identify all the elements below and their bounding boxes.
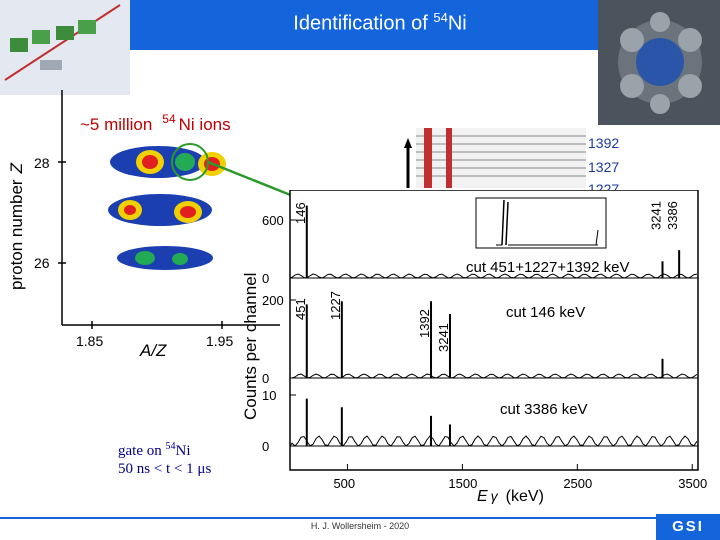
pid-xlabel: A/Z — [139, 341, 167, 360]
x-tick-label: 500 — [333, 476, 355, 491]
pid-ytick-28: 28 — [34, 155, 50, 171]
cut-label: cut 3386 keV — [500, 401, 588, 418]
level-1392: 1392 — [588, 135, 619, 151]
pid-ytick-26: 26 — [34, 255, 50, 271]
detector-array-photo — [598, 0, 720, 125]
gsi-logo: GSI — [656, 514, 720, 540]
cut-label: cut 146 keV — [506, 304, 585, 321]
peak-label: 1392 — [417, 309, 432, 338]
top-inset — [475, 197, 607, 249]
fragment-separator-illustration — [0, 0, 130, 95]
footer-credit: H. J. Wollersheim - 2020 — [310, 521, 410, 531]
pid-xtick-185: 1.85 — [76, 333, 103, 349]
peak-label: 1227 — [328, 291, 343, 320]
y-tick-label: 600 — [262, 213, 284, 228]
ions-label: ~5 million 54 Ni ions — [80, 112, 231, 134]
pid-ylabel: proton numberZ — [7, 162, 26, 290]
gate-arrow — [207, 160, 290, 197]
footer-line — [0, 517, 720, 519]
gate-note: gate on 54Ni 50 ns < t < 1 μs — [118, 438, 211, 478]
y-tick-label: 0 — [262, 439, 269, 454]
peak-label: 451 — [293, 298, 308, 320]
x-tick-label: 1500 — [448, 476, 477, 491]
peak-label: 146 — [293, 202, 308, 224]
peak-label: 3241 — [648, 201, 663, 230]
pid-plot: ~5 million 54 Ni ions proton numberZ 28 26… — [7, 90, 290, 360]
y-tick-label: 10 — [262, 388, 276, 403]
spectrum-trace — [289, 373, 698, 379]
gate-note-line1: gate on 54Ni — [118, 441, 191, 459]
cut-label: cut 451+1227+1392 keV — [466, 259, 629, 276]
pid-blobs — [108, 146, 226, 270]
spectra-ylabel: Counts per channel — [241, 273, 260, 420]
x-tick-label: 2500 — [563, 476, 592, 491]
pid-xtick-195: 1.95 — [206, 333, 233, 349]
x-tick-label: 3500 — [678, 476, 707, 491]
peak-label: 3386 — [665, 201, 680, 230]
peak-label: 3241 — [436, 323, 451, 352]
slide-title: Identification of 54Ni — [293, 10, 467, 35]
gate-note-line2: 50 ns < t < 1 μs — [118, 461, 212, 477]
y-tick-label: 200 — [262, 293, 284, 308]
spectrum-trace — [289, 435, 698, 447]
level-1327: 1327 — [588, 159, 619, 175]
spectrum-trace — [289, 273, 698, 279]
y-tick-label: 0 — [262, 271, 269, 286]
y-tick-label: 0 — [262, 371, 269, 386]
